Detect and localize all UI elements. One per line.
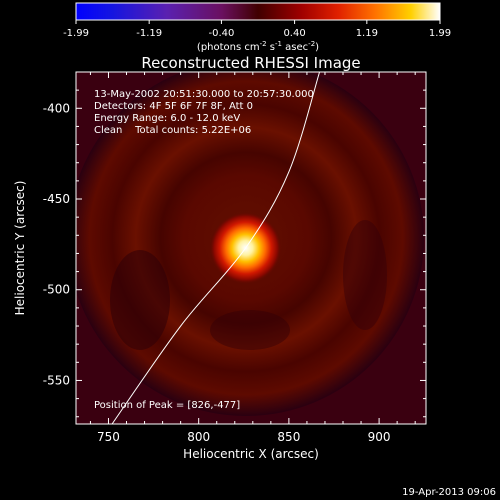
colorbar-tick-label: 1.99: [429, 28, 451, 39]
ring-shadow-bottom: [210, 310, 290, 350]
colorbar-tick-label: -1.99: [63, 28, 89, 39]
annotation-block: 13-May-2002 20:51:30.000 to 20:57:30.000…: [94, 89, 314, 136]
y-tick-label: -450: [43, 192, 70, 206]
annotation-total-counts: Clean Total counts: 5.22E+06: [94, 125, 251, 136]
annotation-energy-range: Energy Range: 6.0 - 12.0 keV: [94, 113, 240, 124]
x-tick-label: 900: [368, 430, 391, 444]
x-tick-label: 850: [277, 430, 300, 444]
x-axis-ticks: 750 800 850 900: [89, 72, 416, 444]
plot-frame: [75, 71, 427, 425]
ring-shadow-left: [110, 250, 170, 350]
colorbar-frame: [75, 2, 441, 21]
colorbar-tick-label: 0.40: [283, 28, 305, 39]
colorbar-gradient: [76, 3, 440, 20]
colorbar-unit-label: (photons cm-2 s-1 asec-2): [197, 40, 319, 53]
ring-shadow-right: [343, 220, 387, 330]
y-tick-label: -550: [43, 373, 70, 387]
y-tick-label: -500: [43, 283, 70, 297]
date-stamp: 19-Apr-2013 09:06: [402, 487, 496, 498]
annotation-time-range: 13-May-2002 20:51:30.000 to 20:57:30.000: [94, 89, 314, 100]
x-tick-label: 750: [97, 430, 120, 444]
peak-position-text: Position of Peak = [826,-477]: [94, 400, 240, 411]
annotation-detectors: Detectors: 4F 5F 6F 7F 8F, Att 0: [94, 101, 253, 112]
colorbar-tick-label: -1.19: [136, 28, 162, 39]
colorbar-tick-label: -0.40: [208, 28, 234, 39]
y-tick-label: -400: [43, 101, 70, 115]
solar-limb-curve: [111, 72, 321, 424]
y-axis-label: Heliocentric Y (arcsec): [13, 181, 27, 316]
plot-area: [76, 72, 426, 424]
y-axis-ticks: -400 -450 -500 -550: [43, 71, 426, 418]
x-axis-label: Heliocentric X (arcsec): [183, 447, 319, 461]
colorbar-ticks: -1.99 -1.19 -0.40 0.40 1.19 1.99: [63, 20, 451, 39]
x-tick-label: 800: [187, 430, 210, 444]
colorbar-tick-label: 1.19: [356, 28, 378, 39]
chart-title: Reconstructed RHESSI Image: [141, 54, 360, 72]
